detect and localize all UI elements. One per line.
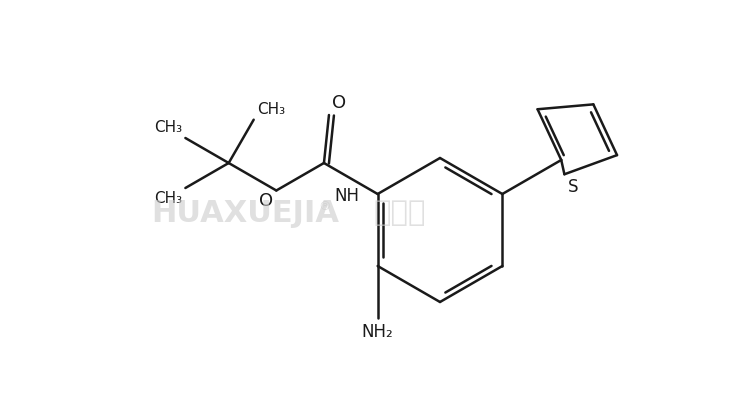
Text: CH₃: CH₃ xyxy=(256,102,285,117)
Text: NH₂: NH₂ xyxy=(362,323,393,341)
Text: 化学加: 化学加 xyxy=(374,199,426,227)
Text: NH: NH xyxy=(335,187,359,205)
Text: ®: ® xyxy=(318,200,330,213)
Text: O: O xyxy=(259,193,273,210)
Text: CH₃: CH₃ xyxy=(154,191,183,206)
Text: CH₃: CH₃ xyxy=(154,120,183,135)
Text: O: O xyxy=(332,94,346,112)
Text: HUAXUEJIA: HUAXUEJIA xyxy=(151,198,339,228)
Text: S: S xyxy=(568,178,578,196)
